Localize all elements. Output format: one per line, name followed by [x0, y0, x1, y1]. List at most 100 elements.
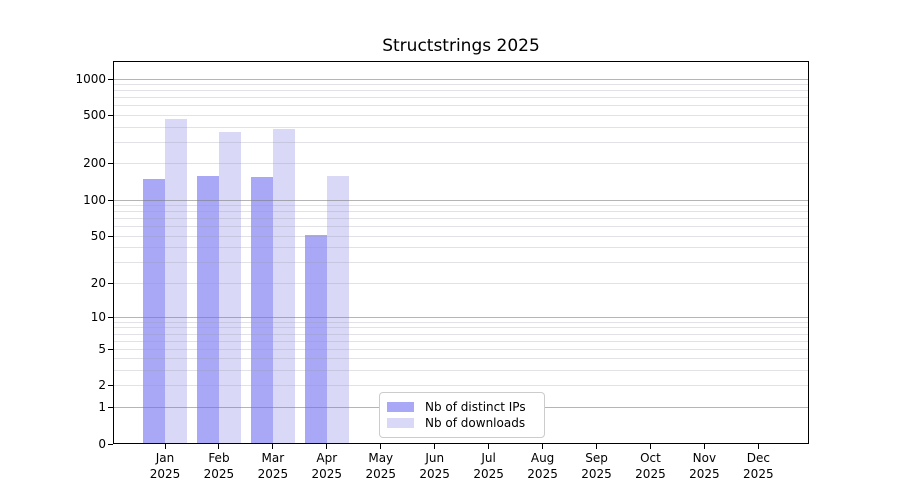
bar-downloads — [326, 176, 349, 443]
x-tick-label: Dec 2025 — [726, 451, 790, 482]
y-tick-label: 500 — [83, 108, 106, 123]
x-tick-label: Jul 2025 — [457, 451, 521, 482]
x-tick-year: 2025 — [149, 466, 181, 481]
y-gridline-minor — [114, 211, 808, 213]
x-tick-year: 2025 — [581, 466, 612, 481]
x-tick-month: Aug — [530, 451, 555, 465]
y-tick-label: 1000 — [75, 71, 106, 86]
x-tick — [757, 444, 759, 449]
legend: Nb of distinct IPs Nb of downloads — [379, 392, 545, 438]
x-tick — [326, 444, 328, 449]
y-gridline-minor — [114, 262, 808, 264]
x-tick-month: Feb — [208, 451, 230, 465]
y-gridline-minor — [114, 218, 808, 220]
x-tick-month: Jul — [481, 451, 496, 465]
y-tick-label: 0 — [98, 436, 106, 451]
x-tick-label: Jun 2025 — [403, 451, 467, 482]
y-tick — [108, 443, 113, 445]
y-gridline-minor — [114, 90, 808, 92]
y-gridline-minor — [114, 97, 808, 99]
x-tick-label: Apr 2025 — [295, 451, 359, 482]
x-tick-year: 2025 — [257, 466, 289, 481]
y-tick — [108, 406, 113, 408]
y-gridline-minor — [114, 333, 808, 335]
bar-downloads — [165, 119, 187, 443]
y-tick-label: 10 — [90, 309, 106, 324]
x-tick-label: Sep 2025 — [565, 451, 629, 482]
x-tick-year: 2025 — [743, 466, 774, 481]
legend-swatch-downloads — [387, 418, 414, 428]
x-tick — [218, 444, 220, 449]
bar-distinct-ips — [304, 235, 327, 443]
bar-distinct-ips — [196, 176, 219, 443]
y-gridline-minor — [114, 321, 808, 323]
y-tick-label: 2 — [98, 378, 106, 393]
x-tick-label: Nov 2025 — [672, 451, 736, 482]
y-gridline-minor — [114, 385, 808, 387]
x-tick-year: 2025 — [419, 466, 450, 481]
x-tick — [434, 444, 436, 449]
y-tick — [108, 163, 113, 165]
x-tick-year: 2025 — [473, 466, 504, 481]
y-tick-label: 100 — [83, 192, 106, 207]
y-gridline-minor — [114, 235, 808, 237]
y-tick — [108, 115, 113, 117]
y-tick-label: 20 — [90, 275, 106, 290]
y-gridline-minor — [114, 141, 808, 143]
y-tick — [108, 235, 113, 237]
y-gridline-minor — [114, 340, 808, 342]
legend-label-downloads: Nb of downloads — [425, 416, 526, 430]
y-gridline-minor — [114, 226, 808, 228]
y-tick — [108, 316, 113, 318]
y-gridline-major — [114, 78, 808, 80]
x-tick — [649, 444, 651, 449]
legend-swatch-distinct-ips — [387, 402, 414, 412]
y-gridline-minor — [114, 327, 808, 329]
y-gridline-minor — [114, 105, 808, 107]
y-gridline-major — [114, 316, 808, 318]
x-tick — [380, 444, 382, 449]
x-tick-label: Feb 2025 — [187, 451, 251, 482]
bar-distinct-ips — [250, 176, 273, 443]
y-gridline-minor — [114, 84, 808, 86]
x-tick-month: Oct — [640, 451, 661, 465]
x-tick-year: 2025 — [635, 466, 666, 481]
x-tick-year: 2025 — [311, 466, 343, 481]
y-tick-label: 50 — [90, 228, 106, 243]
x-tick-year: 2025 — [203, 466, 235, 481]
legend-item-distinct-ips: Nb of distinct IPs — [387, 400, 536, 414]
x-tick — [164, 444, 166, 449]
y-tick — [108, 78, 113, 80]
y-tick-label: 5 — [98, 341, 106, 356]
chart-title: Structstrings 2025 — [382, 36, 540, 56]
y-gridline-minor — [114, 358, 808, 360]
x-tick-label: Oct 2025 — [618, 451, 682, 482]
x-tick-month: Sep — [585, 451, 608, 465]
x-tick-month: Jun — [425, 451, 445, 465]
x-tick — [703, 444, 705, 449]
x-tick — [488, 444, 490, 449]
x-tick-month: Mar — [261, 451, 285, 465]
y-tick-label: 1 — [98, 399, 106, 414]
y-tick — [108, 385, 113, 387]
x-tick-year: 2025 — [689, 466, 720, 481]
y-gridline-minor — [114, 247, 808, 249]
legend-label-distinct-ips: Nb of distinct IPs — [425, 400, 526, 414]
bar-downloads — [218, 131, 241, 443]
x-tick-month: Dec — [746, 451, 770, 465]
x-tick-month: Nov — [692, 451, 717, 465]
x-tick — [272, 444, 274, 449]
y-tick-label: 200 — [83, 156, 106, 171]
y-gridline-minor — [114, 370, 808, 372]
x-tick-month: Apr — [316, 451, 338, 465]
y-gridline-minor — [114, 163, 808, 165]
x-tick-label: Mar 2025 — [241, 451, 305, 482]
x-tick-year: 2025 — [365, 466, 397, 481]
legend-item-downloads: Nb of downloads — [387, 416, 536, 430]
y-gridline-minor — [114, 126, 808, 128]
x-tick-month: Jan — [155, 451, 175, 465]
y-gridline-minor — [114, 348, 808, 350]
x-tick — [542, 444, 544, 449]
y-gridline-major — [114, 199, 808, 201]
